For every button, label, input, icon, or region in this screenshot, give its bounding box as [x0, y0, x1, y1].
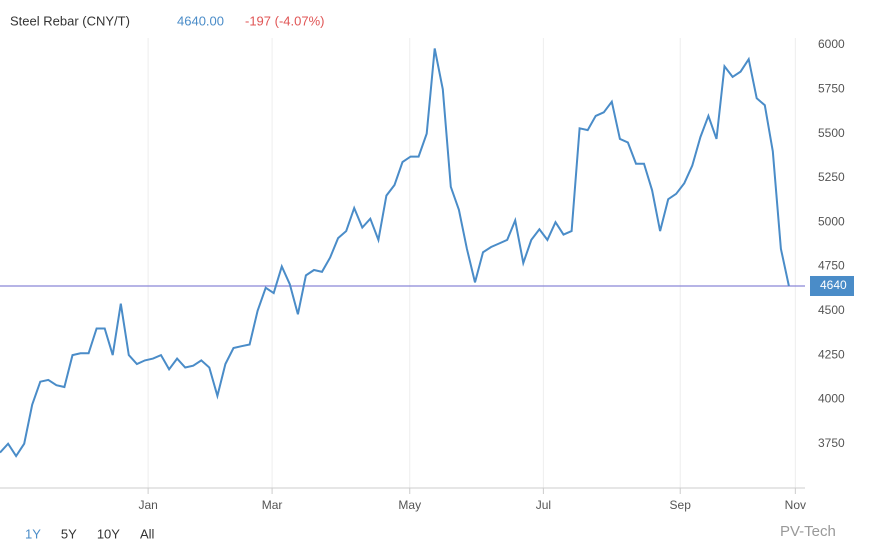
last-price: 4640.00	[177, 13, 224, 28]
y-tick-label: 5500	[818, 126, 845, 140]
last-value-box	[810, 275, 854, 296]
last-value-label: 4640	[820, 278, 847, 292]
watermark: PV-Tech	[780, 523, 836, 540]
x-tick-label: Mar	[262, 498, 283, 512]
x-tick-label: Jul	[536, 498, 551, 512]
y-tick-label: 5000	[818, 214, 845, 228]
range-button[interactable]: All	[140, 526, 155, 541]
y-tick-label: 4500	[818, 303, 845, 317]
range-button[interactable]: 5Y	[61, 526, 77, 541]
y-tick-label: 5750	[818, 81, 845, 95]
x-tick-label: May	[398, 498, 421, 512]
range-button[interactable]: 10Y	[97, 526, 120, 541]
price-line	[0, 48, 790, 458]
x-tick-label: Jan	[138, 498, 157, 512]
y-tick-label: 4250	[818, 347, 845, 361]
x-tick-label: Sep	[670, 498, 692, 512]
y-tick-label: 5250	[818, 170, 845, 184]
chart-title: Steel Rebar (CNY/T)	[10, 13, 130, 28]
y-tick-label: 4000	[818, 392, 845, 406]
price-change: -197 (-4.07%)	[245, 13, 324, 28]
range-button[interactable]: 1Y	[25, 526, 41, 541]
x-tick-label: Nov	[785, 498, 806, 512]
y-tick-label: 3750	[818, 436, 845, 450]
y-tick-label: 6000	[818, 37, 845, 51]
y-tick-label: 4750	[818, 259, 845, 273]
